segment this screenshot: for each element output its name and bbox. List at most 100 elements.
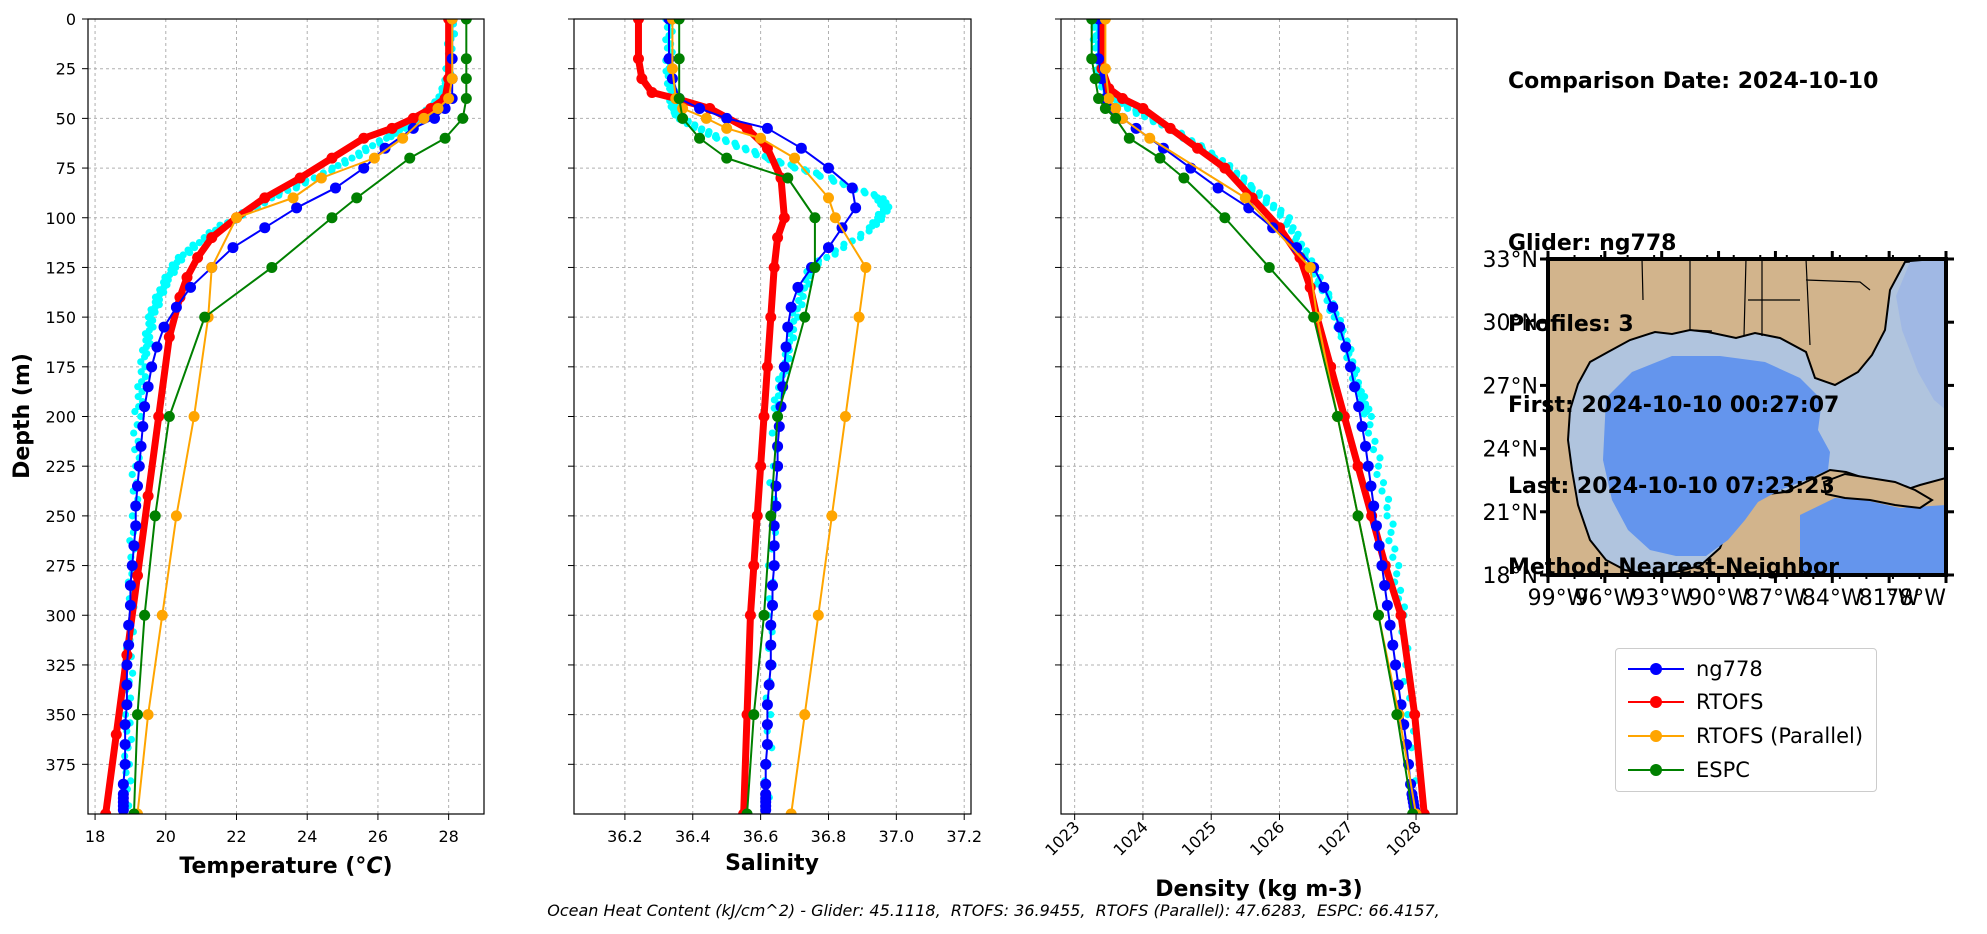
- series-point-rtofs: [1219, 162, 1231, 174]
- series-point-ng778: [761, 719, 773, 731]
- x-tick-label: 36.2: [607, 827, 643, 846]
- series-point-rtofs: [153, 411, 165, 422]
- glider-raw-point: [362, 147, 370, 155]
- glider-raw-point: [732, 142, 741, 151]
- glider-raw-point: [1389, 553, 1397, 561]
- series-point-espc: [694, 132, 706, 144]
- glider-raw-point: [1360, 410, 1368, 418]
- series-point-rtofs-parallel: [666, 63, 678, 75]
- y-tick-label: 25: [56, 60, 76, 79]
- series-point-ng778: [124, 599, 136, 611]
- glider-raw-point: [310, 174, 318, 182]
- series-point-rtofs-parallel: [789, 152, 801, 164]
- glider-raw-point: [697, 126, 705, 134]
- lat-tick-label: 18°N: [1483, 564, 1538, 589]
- series-point-ng778: [772, 440, 784, 452]
- x-tick-label: 37.0: [879, 827, 915, 846]
- series-point-ng778: [761, 122, 773, 134]
- glider-raw-point: [662, 36, 670, 44]
- x-tick-label: 1026: [1246, 817, 1288, 859]
- series-point-espc: [809, 261, 821, 273]
- y-tick-label: 0: [66, 10, 76, 29]
- series-point-ng778: [666, 73, 678, 85]
- glider-raw-point: [768, 429, 776, 437]
- series-point-ng778: [1387, 639, 1399, 651]
- series-point-rtofs: [761, 361, 773, 373]
- series-point-ng778: [358, 162, 370, 174]
- density-axis-label: Density (kg m-3): [1155, 877, 1363, 902]
- map-state-borders: [1641, 259, 1871, 346]
- y-tick-label: 225: [45, 457, 76, 476]
- series-point-ng778: [1376, 560, 1388, 572]
- series-point-espc: [782, 172, 794, 184]
- glider-raw-point: [791, 164, 799, 172]
- series-point-ng778: [1349, 381, 1361, 393]
- series-point-espc: [741, 808, 753, 814]
- series-point-rtofs-parallel: [1304, 261, 1316, 273]
- series-point-rtofs-parallel: [156, 609, 168, 621]
- gulf-of-mexico-map: 33°N 30°N 27°N 24°N 21°N 18°N99°W96°W93°W90°W…: [1483, 248, 1954, 611]
- series-point-espc: [439, 132, 451, 144]
- glider-raw-point: [127, 777, 135, 785]
- method: Method: Nearest-Neighbor: [1508, 555, 1839, 580]
- x-tick-label: 20: [156, 827, 176, 846]
- series-point-rtofs-parallel: [1103, 93, 1115, 104]
- series-point-ng778: [128, 540, 140, 552]
- series-point-rtofs-parallel: [853, 311, 865, 323]
- x-tick-label: 28: [438, 827, 458, 846]
- series-point-espc: [1093, 93, 1105, 104]
- lon-tick-label: 78°W: [1885, 586, 1946, 611]
- series-point-rtofs: [1137, 102, 1149, 114]
- series-point-ng778: [135, 440, 147, 452]
- series-point-ng778: [139, 401, 151, 413]
- series-point-ng778: [121, 659, 133, 671]
- glider-raw-point: [190, 243, 199, 252]
- legend-item-espc: ESPC: [1628, 755, 1750, 785]
- glider-raw-point: [816, 172, 824, 180]
- map-deep-water: [1603, 356, 1830, 556]
- glider-raw-point: [722, 137, 730, 146]
- series-point-ng778: [822, 242, 834, 254]
- map-atlantic: [1896, 259, 1946, 410]
- series-point-espc: [765, 510, 777, 522]
- glider-raw-point: [799, 292, 807, 301]
- x-tick-label: 36.4: [675, 827, 711, 846]
- series-point-rtofs-parallel: [287, 192, 299, 204]
- y-tick-label: 300: [45, 606, 76, 625]
- series-point-ng778: [1390, 659, 1402, 671]
- glider-raw-point: [341, 159, 349, 167]
- series-point-ng778: [768, 540, 780, 552]
- glider-raw-point: [1269, 204, 1277, 212]
- series-point-ng778: [765, 659, 777, 671]
- glider-raw-point: [1385, 537, 1393, 545]
- series-point-ng778: [146, 361, 158, 373]
- series-point-ng778: [850, 202, 862, 214]
- glider-raw-point: [1383, 503, 1391, 512]
- series-point-rtofs: [758, 411, 770, 422]
- series-point-ng778: [137, 420, 149, 432]
- series-point-espc: [460, 93, 472, 104]
- series-point-ng778: [760, 758, 772, 770]
- x-tick-label: 1028: [1383, 817, 1425, 859]
- series-point-rtofs: [632, 19, 644, 25]
- glider-raw-point: [1389, 520, 1397, 528]
- series-point-ng778: [123, 619, 135, 631]
- series-point-ng778: [121, 699, 133, 711]
- lat-tick-label: 30°N: [1483, 311, 1538, 336]
- series-point-rtofs: [132, 570, 143, 581]
- series-point-rtofs: [751, 510, 763, 522]
- legend-label: ng778: [1696, 657, 1763, 681]
- glider-raw-point: [1276, 211, 1284, 219]
- series-point-rtofs: [192, 252, 204, 263]
- comparison-date: Comparison Date: 2024-10-10: [1508, 69, 1879, 94]
- series-point-rtofs-parallel: [397, 132, 409, 144]
- temperature-axis-label: Temperature (°C): [179, 854, 392, 879]
- glider-raw-point: [130, 429, 138, 437]
- series-point-rtofs: [1409, 709, 1421, 721]
- series-point-ng778: [1392, 679, 1404, 691]
- info-panel: Comparison Date: 2024-10-10 Glider: ng77…: [1508, 14, 1878, 608]
- y-tick-label: 125: [45, 258, 76, 277]
- density-panel: 1023 1024 1025 1026 1027 1028: [1041, 18, 1458, 860]
- series-point-rtofs: [636, 73, 648, 85]
- glider-raw-point: [195, 238, 203, 247]
